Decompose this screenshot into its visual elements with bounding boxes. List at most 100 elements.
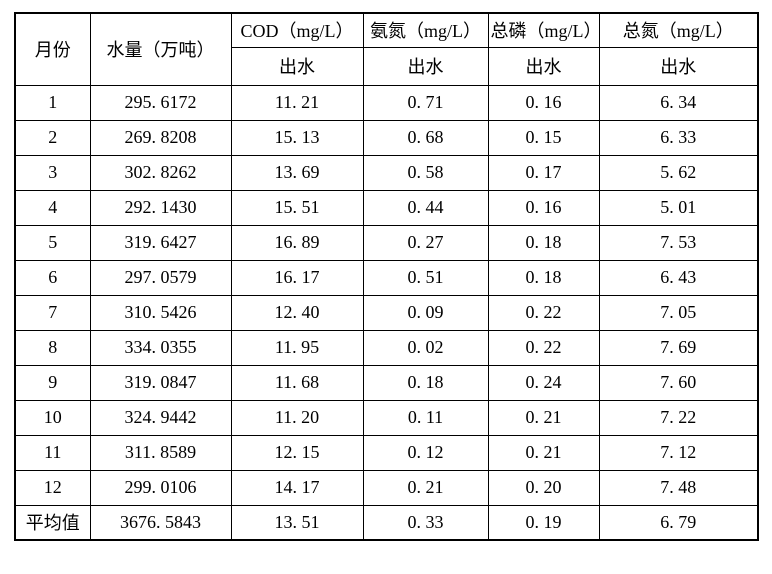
cod-cell: 15. 13	[230, 119, 364, 156]
water-cell: 297. 0579	[89, 259, 232, 296]
tn-cell: 7. 60	[598, 364, 759, 401]
cod-cell: 16. 17	[230, 259, 364, 296]
tn-cell: 6. 79	[598, 504, 759, 541]
water-cell: 302. 8262	[89, 154, 232, 191]
tp-cell: 0. 17	[487, 154, 600, 191]
month-cell: 8	[14, 329, 91, 366]
ammonia-cell: 0. 21	[362, 469, 489, 506]
tn-cell: 6. 43	[598, 259, 759, 296]
water-cell: 292. 1430	[89, 189, 232, 226]
water-cell: 295. 6172	[89, 84, 232, 121]
average-label-cell: 平均值	[14, 504, 91, 541]
header-row-sub: 出水 出水 出水 出水	[15, 46, 759, 86]
ammonia-cell: 0. 33	[362, 504, 489, 541]
tn-cell: 7. 22	[598, 399, 759, 436]
water-cell: 299. 0106	[89, 469, 232, 506]
tp-cell: 0. 24	[487, 364, 600, 401]
ammonia-cell: 0. 02	[362, 329, 489, 366]
month-cell: 5	[14, 224, 91, 261]
table-row-average: 平均值 3676. 5843 13. 51 0. 33 0. 19 6. 79	[14, 504, 759, 541]
ammonia-cell: 0. 71	[362, 84, 489, 121]
table-row-month-9: 9 319. 0847 11. 68 0. 18 0. 24 7. 60	[14, 364, 759, 401]
tp-cell: 0. 21	[487, 399, 600, 436]
ammonia-cell: 0. 18	[362, 364, 489, 401]
water-cell: 334. 0355	[89, 329, 232, 366]
subheader-effluent-ammonia: 出水	[362, 46, 489, 86]
tn-cell: 7. 12	[598, 434, 759, 471]
col-header-cod: COD（mg/L）	[230, 12, 364, 48]
water-cell: 310. 5426	[89, 294, 232, 331]
cod-cell: 15. 51	[230, 189, 364, 226]
table-row-month-4: 4 292. 1430 15. 51 0. 44 0. 16 5. 01	[14, 189, 759, 226]
month-cell: 9	[14, 364, 91, 401]
tp-cell: 0. 21	[487, 434, 600, 471]
table-row-month-3: 3 302. 8262 13. 69 0. 58 0. 17 5. 62	[14, 154, 759, 191]
header-row-top: 月份 水量（万吨） COD（mg/L） 氨氮（mg/L） 总磷（mg/L） 总氮…	[14, 12, 759, 86]
ammonia-cell: 0. 12	[362, 434, 489, 471]
water-cell: 324. 9442	[89, 399, 232, 436]
cod-cell: 11. 21	[230, 84, 364, 121]
cod-cell: 13. 69	[230, 154, 364, 191]
tn-cell: 6. 33	[598, 119, 759, 156]
cod-cell: 11. 20	[230, 399, 364, 436]
table-row-month-12: 12 299. 0106 14. 17 0. 21 0. 20 7. 48	[14, 469, 759, 506]
tp-cell: 0. 16	[487, 84, 600, 121]
subheader-effluent-tn: 出水	[598, 46, 759, 86]
tp-cell: 0. 16	[487, 189, 600, 226]
cod-cell: 11. 68	[230, 364, 364, 401]
month-cell: 3	[14, 154, 91, 191]
month-cell: 6	[14, 259, 91, 296]
month-cell: 12	[14, 469, 91, 506]
ammonia-cell: 0. 27	[362, 224, 489, 261]
subheader-effluent-tp: 出水	[487, 46, 600, 86]
tn-cell: 7. 05	[598, 294, 759, 331]
col-header-ammonia: 氨氮（mg/L）	[362, 12, 489, 48]
tn-cell: 7. 53	[598, 224, 759, 261]
col-header-tp: 总磷（mg/L）	[487, 12, 600, 48]
cod-cell: 14. 17	[230, 469, 364, 506]
cod-cell: 16. 89	[230, 224, 364, 261]
water-cell: 269. 8208	[89, 119, 232, 156]
month-cell: 10	[14, 399, 91, 436]
table-row-month-11: 11 311. 8589 12. 15 0. 12 0. 21 7. 12	[14, 434, 759, 471]
water-cell: 3676. 5843	[89, 504, 232, 541]
water-cell: 311. 8589	[89, 434, 232, 471]
ammonia-cell: 0. 09	[362, 294, 489, 331]
water-cell: 319. 6427	[89, 224, 232, 261]
tn-cell: 5. 01	[598, 189, 759, 226]
tn-cell: 7. 48	[598, 469, 759, 506]
cod-cell: 12. 15	[230, 434, 364, 471]
month-cell: 2	[14, 119, 91, 156]
table-row-month-10: 10 324. 9442 11. 20 0. 11 0. 21 7. 22	[14, 399, 759, 436]
water-cell: 319. 0847	[89, 364, 232, 401]
table-row-month-7: 7 310. 5426 12. 40 0. 09 0. 22 7. 05	[14, 294, 759, 331]
subheader-effluent-cod: 出水	[230, 46, 364, 86]
ammonia-cell: 0. 44	[362, 189, 489, 226]
tn-cell: 7. 69	[598, 329, 759, 366]
table-row-month-8: 8 334. 0355 11. 95 0. 02 0. 22 7. 69	[14, 329, 759, 366]
col-header-water: 水量（万吨）	[89, 12, 232, 86]
table-row-month-2: 2 269. 8208 15. 13 0. 68 0. 15 6. 33	[14, 119, 759, 156]
tp-cell: 0. 15	[487, 119, 600, 156]
water-quality-table: 月份 水量（万吨） COD（mg/L） 氨氮（mg/L） 总磷（mg/L） 总氮…	[14, 12, 759, 541]
tp-cell: 0. 18	[487, 224, 600, 261]
tn-cell: 6. 34	[598, 84, 759, 121]
table-row-month-6: 6 297. 0579 16. 17 0. 51 0. 18 6. 43	[14, 259, 759, 296]
cod-cell: 13. 51	[230, 504, 364, 541]
month-cell: 11	[14, 434, 91, 471]
table-row-month-5: 5 319. 6427 16. 89 0. 27 0. 18 7. 53	[14, 224, 759, 261]
col-header-tn: 总氮（mg/L）	[598, 12, 759, 48]
tn-cell: 5. 62	[598, 154, 759, 191]
table-row-month-1: 1 295. 6172 11. 21 0. 71 0. 16 6. 34	[14, 84, 759, 121]
tp-cell: 0. 20	[487, 469, 600, 506]
col-header-month: 月份	[14, 12, 91, 86]
tp-cell: 0. 22	[487, 294, 600, 331]
month-cell: 1	[14, 84, 91, 121]
ammonia-cell: 0. 58	[362, 154, 489, 191]
month-cell: 7	[14, 294, 91, 331]
month-cell: 4	[14, 189, 91, 226]
ammonia-cell: 0. 68	[362, 119, 489, 156]
tp-cell: 0. 19	[487, 504, 600, 541]
tp-cell: 0. 22	[487, 329, 600, 366]
ammonia-cell: 0. 11	[362, 399, 489, 436]
